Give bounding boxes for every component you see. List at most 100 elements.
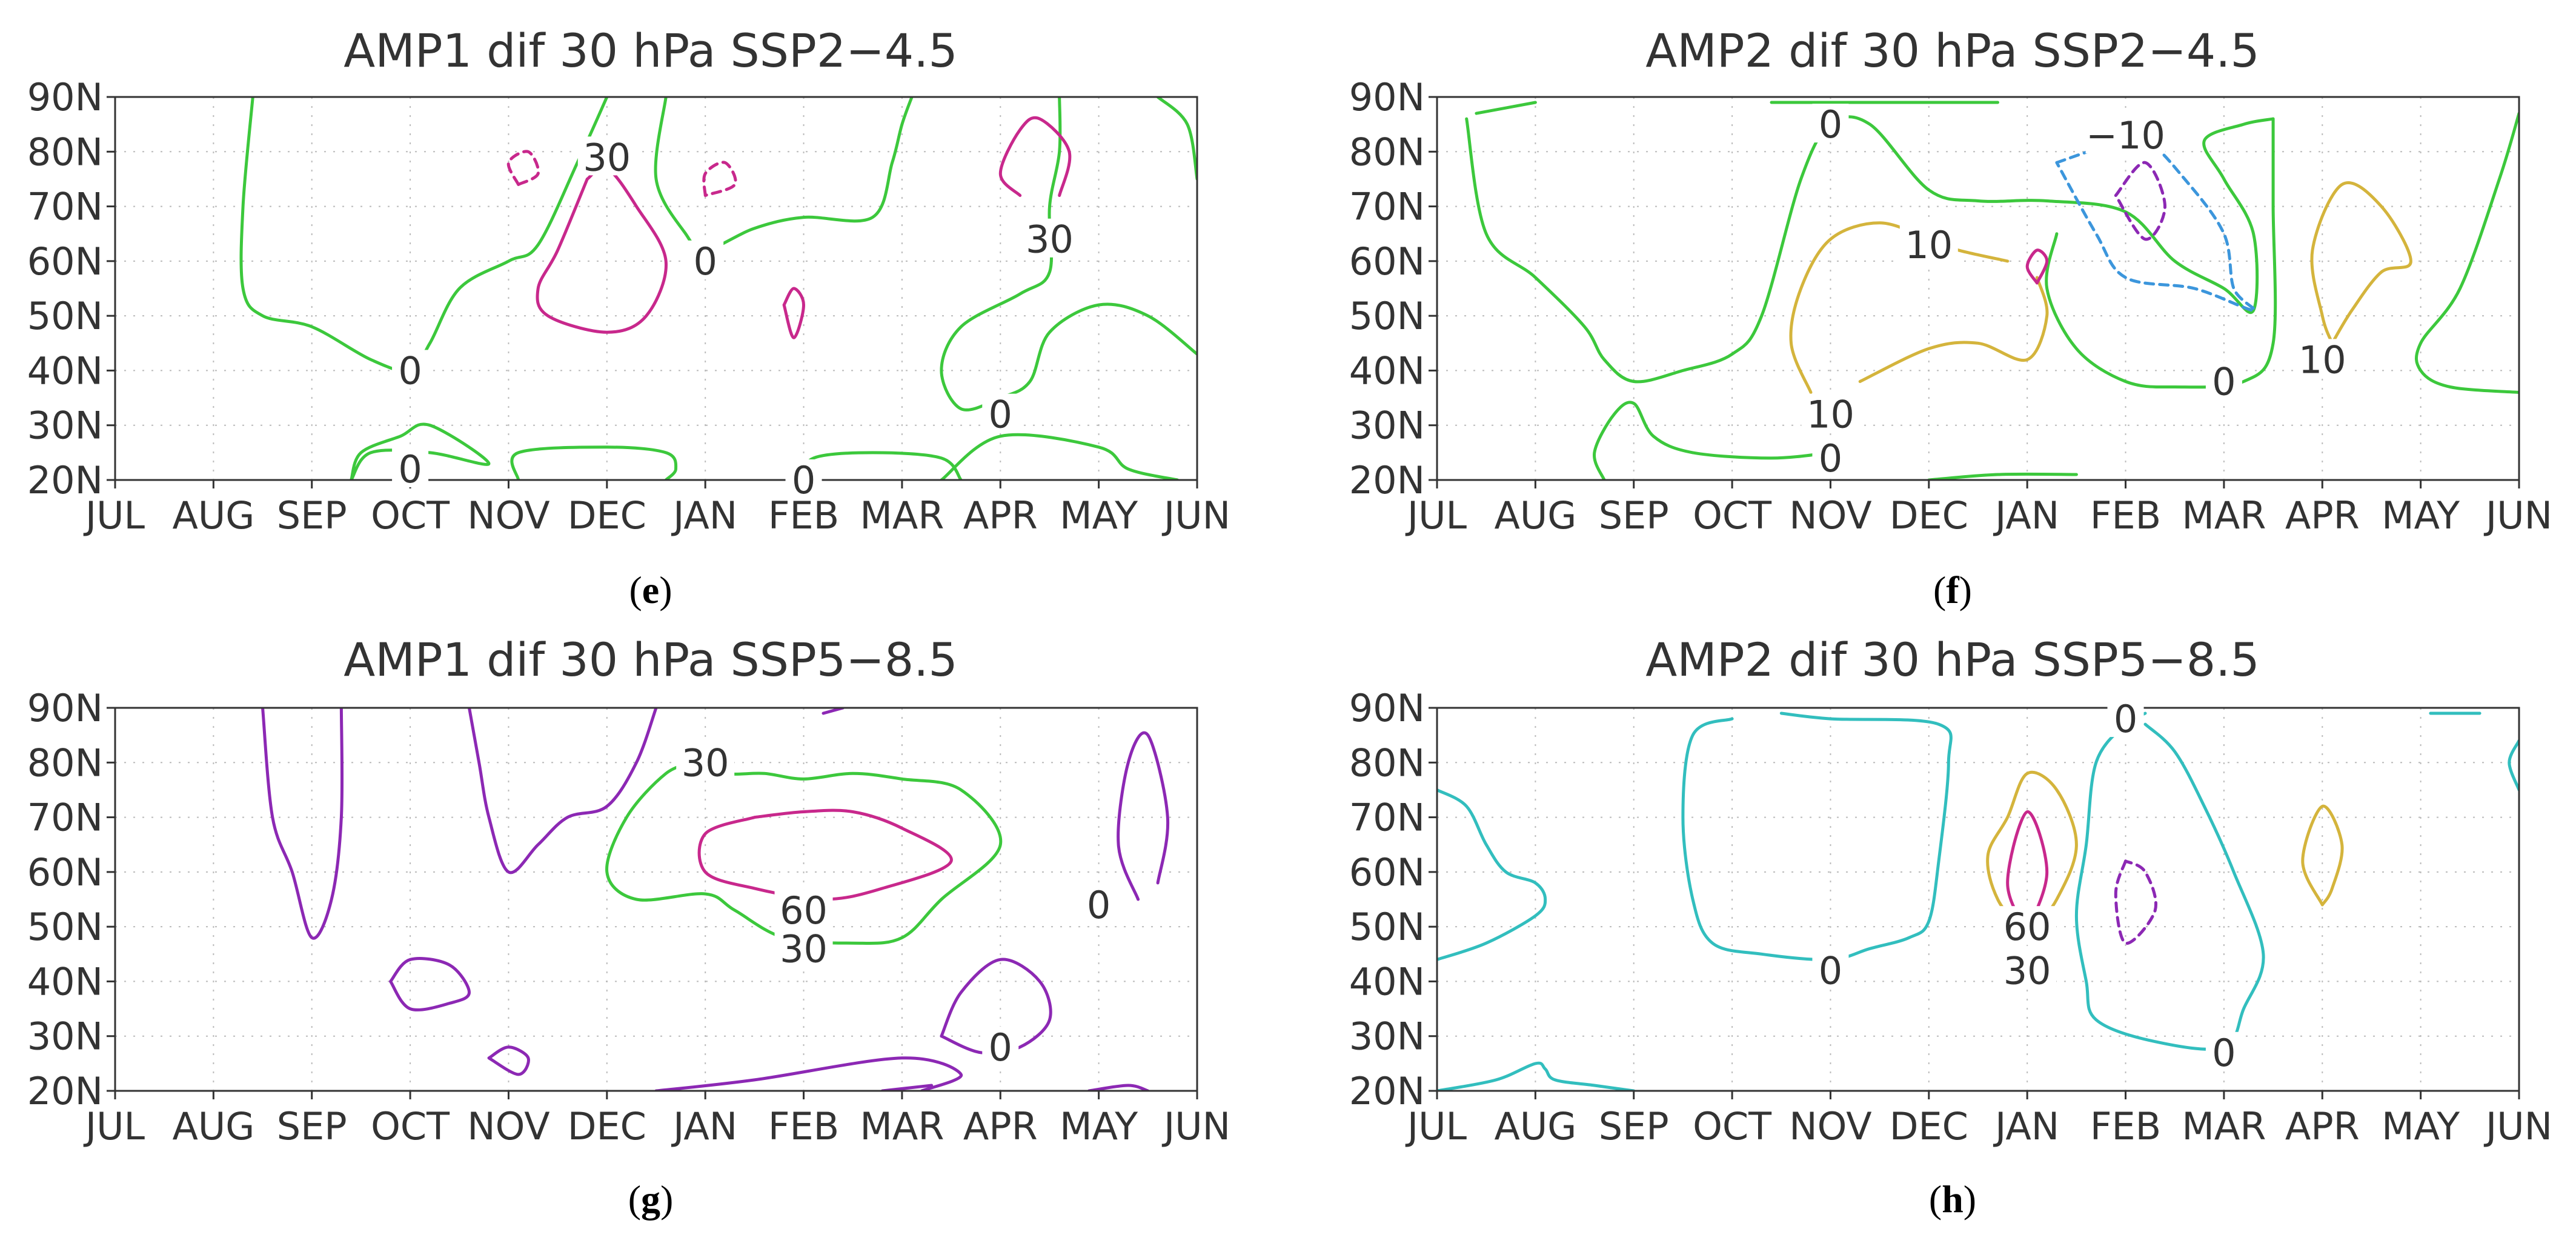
- panel-h-contour-neg30: [2114, 859, 2157, 945]
- panel-h-title: AMP2 dif 30 hPa SSP5−8.5: [1645, 633, 2260, 687]
- panel-g-caption-letter: g: [641, 1178, 660, 1221]
- panel-h-xtick-label: DEC: [1890, 1104, 1968, 1148]
- panel-g-ytick-label: 70N: [27, 796, 103, 840]
- panel-f-xtick-label: AUG: [1494, 493, 1576, 538]
- panel-e-contour-label: 30: [583, 135, 631, 179]
- panel-h-contours: [1437, 711, 2519, 1091]
- panel-f-caption: (f): [1933, 568, 1972, 611]
- panel-e-contour-label: 30: [1026, 218, 1074, 262]
- panel-f-contour-label-bg: [2293, 339, 2352, 378]
- panel-e-contours: [239, 97, 1197, 480]
- panel-g-contour-0: [468, 708, 658, 875]
- panel-g-xtick-label: MAY: [1060, 1104, 1138, 1148]
- panel-e-contour-0: [940, 97, 1197, 411]
- panel-h-xtick-label: AUG: [1494, 1104, 1576, 1148]
- panel-h-contour-0: [1681, 711, 1953, 962]
- panel-f-contour-0: [2045, 117, 2277, 389]
- panel-e-contour-label-bg: [982, 393, 1019, 433]
- panel-g-ytick-label: 30N: [27, 1014, 103, 1059]
- panel-g-contour-label: 0: [989, 1025, 1012, 1070]
- panel-f-ytick-label: 60N: [1349, 239, 1425, 284]
- panel-h-contour-label-bg: [1812, 950, 1849, 989]
- panel-h-ytick-label: 20N: [1349, 1069, 1425, 1113]
- panel-g-xtick-label: OCT: [371, 1104, 450, 1148]
- panel-g-ytick-label: 20N: [27, 1069, 103, 1113]
- panel-f-contour-label: 0: [2212, 359, 2236, 404]
- panel-f-xtick-label: MAY: [2382, 493, 2460, 538]
- panel-h-xtick-label: JUL: [1405, 1104, 1467, 1148]
- panel-g-contour-label: 60: [780, 888, 828, 933]
- panel-h-contour-label: 0: [2114, 697, 2137, 741]
- panel-h-xtick-label: JAN: [1993, 1104, 2059, 1148]
- panel-h-ytick-label: 90N: [1349, 686, 1425, 730]
- panel-f-contour-10: [2310, 181, 2412, 345]
- panel-f-contour-label: 0: [1819, 436, 1842, 481]
- panel-h-xtick-label: MAY: [2382, 1104, 2460, 1148]
- panel-f-ytick-label: 40N: [1349, 348, 1425, 393]
- panel-h-contour-0: [2508, 739, 2519, 791]
- panel-h-xtick-label: JUN: [2483, 1104, 2552, 1148]
- panel-f-ytick-label: 20N: [1349, 458, 1425, 502]
- panel-g-contour-0: [1087, 1084, 1150, 1091]
- panel-e-contour-30: [536, 165, 668, 334]
- panel-g-xtick-label: FEB: [768, 1104, 839, 1148]
- panel-e-xtick-label: SEP: [277, 493, 347, 538]
- panel-g-xtick-label: MAR: [860, 1104, 944, 1148]
- panel-g-contour-0: [487, 1045, 530, 1076]
- panel-e-xtick-label: JUN: [1161, 493, 1230, 538]
- panel-h: AMP2 dif 30 hPa SSP5−8.5 (h) JUL AUG SEP OC…: [1349, 633, 2552, 1221]
- panel-e-contour-label: 0: [693, 239, 717, 284]
- panel-e-frame: [114, 96, 1198, 481]
- panel-f-ytick-label: 90N: [1349, 75, 1425, 119]
- panel-g-ytick-label: 80N: [27, 741, 103, 785]
- panel-g-contour-label-bg: [774, 928, 833, 967]
- panel-g-contour-0: [1117, 731, 1170, 901]
- panel-h-contour-label: 0: [2212, 1031, 2236, 1075]
- panel-g-ytick-label: 90N: [27, 686, 103, 730]
- panel-e-contour-label-bg: [687, 240, 724, 279]
- panel-h-contour-0: [1437, 788, 1547, 961]
- panel-f-contour-label: 0: [1819, 102, 1842, 147]
- panel-e-xtick-label: DEC: [568, 493, 646, 538]
- panel-h-xtick-label: MAR: [2182, 1104, 2266, 1148]
- panel-g-contour-0: [654, 1056, 963, 1091]
- panel-e-contour-0: [239, 97, 609, 373]
- panel-f-contour-label: −10: [2086, 113, 2165, 158]
- panel-f-contour-label: 10: [2299, 338, 2346, 382]
- panel-h-contour-label: 60: [2003, 905, 2051, 949]
- panel-f-contour-0: [2415, 112, 2519, 394]
- panel-e: AMP1 dif 30 hPa SSP2−4.5 (e) JUL AUG SEP OC…: [27, 24, 1230, 611]
- panel-e-ytick-label: 70N: [27, 185, 103, 229]
- panel-e-contour-0: [350, 422, 491, 480]
- panel-f-contour-0: [1465, 115, 2275, 384]
- panel-e-xtick-label: APR: [963, 493, 1038, 538]
- panel-e-xtick-label: AUG: [172, 493, 254, 538]
- panel-h-ytick-label: 30N: [1349, 1014, 1425, 1059]
- panel-e-contour-label-bg: [392, 448, 429, 487]
- panel-e-xtick-label: OCT: [371, 493, 450, 538]
- panel-h-xtick-label: NOV: [1789, 1104, 1872, 1148]
- panel-h-xtick-label: FEB: [2090, 1104, 2161, 1148]
- panel-g-ytick-label: 50N: [27, 905, 103, 949]
- panel-e-contour-label: 0: [398, 348, 422, 393]
- panel-f-xtick-label: FEB: [2090, 493, 2161, 538]
- panel-h-contour-60: [2006, 810, 2049, 934]
- panel-g-xtick-label: AUG: [172, 1104, 254, 1148]
- panel-g-ytick-label: 40N: [27, 959, 103, 1004]
- panel-h-ytick-label: 60N: [1349, 850, 1425, 895]
- panel-h-contour-label: 30: [2003, 948, 2051, 993]
- panel-e-xtick-label: MAY: [1060, 493, 1138, 538]
- panel-h-contour-label-bg: [2205, 1031, 2242, 1071]
- panel-f-contour-label: 10: [1905, 223, 1953, 267]
- panel-g-contour-60: [697, 808, 953, 901]
- panel-f-contour-label-bg: [2085, 115, 2166, 154]
- panel-f-contour-10: [1789, 221, 2010, 394]
- panel-e-xtick-label: FEB: [768, 493, 839, 538]
- panel-f-title: AMP2 dif 30 hPa SSP2−4.5: [1645, 24, 2260, 78]
- panel-g-xtick-label: JUL: [83, 1104, 145, 1148]
- panel-h-frame: [1436, 707, 2520, 1092]
- panel-e-contour-label-bg: [577, 136, 636, 176]
- panel-h-contour-label-bg: [2107, 698, 2144, 738]
- panel-g-xtick-label: APR: [963, 1104, 1038, 1148]
